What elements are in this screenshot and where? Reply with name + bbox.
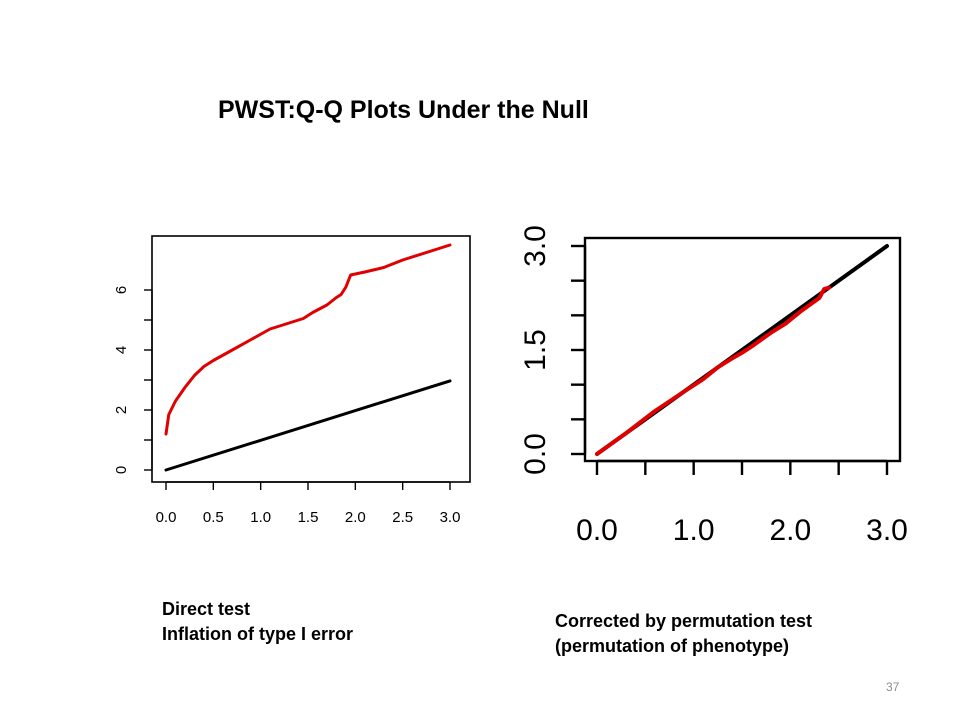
qq-plot-permutation-corrected: 0.0 1.0 2.0 3.0 0.0 1.5 3.0 — [519, 225, 908, 547]
left-expected-line — [164, 379, 452, 472]
slide-number: 37 — [886, 680, 900, 694]
left-x-tick-label: 2.5 — [392, 509, 413, 526]
caption-permutation: Corrected by permutation test (permutati… — [555, 609, 812, 659]
left-observed-line — [164, 243, 452, 436]
left-x-tick-label: 2.0 — [345, 509, 366, 526]
left-plot-frame — [151, 235, 471, 483]
left-x-tick-label: 0.5 — [203, 509, 224, 526]
left-y-tick-label: 2 — [113, 406, 130, 414]
slide-title: PWST:Q-Q Plots Under the Null — [218, 96, 589, 124]
left-y-tick-label: 4 — [113, 346, 130, 354]
qq-plot-direct-test: 0.0 0.5 1.0 1.5 2.0 2.5 3.0 0 2 4 6 — [113, 235, 471, 526]
right-x-tick-label: 0.0 — [576, 514, 618, 547]
right-x-tick-label: 1.0 — [673, 514, 715, 547]
left-x-tick-label: 1.5 — [298, 509, 319, 526]
left-y-tick-label: 6 — [113, 286, 130, 294]
caption-right-line2: (permutation of phenotype) — [555, 636, 789, 656]
right-x-tick-label: 2.0 — [769, 514, 811, 547]
caption-left-line1: Direct test — [162, 599, 251, 619]
right-y-tick-label: 0.0 — [519, 433, 552, 475]
left-x-tick-label: 0.0 — [156, 509, 177, 526]
left-x-tick-label: 1.0 — [250, 509, 271, 526]
right-x-tick-label: 3.0 — [866, 514, 908, 547]
left-x-tick-label: 3.0 — [440, 509, 461, 526]
right-y-tick-label: 3.0 — [519, 225, 552, 267]
right-observed-line — [595, 285, 831, 456]
left-y-tick-label: 0 — [113, 466, 130, 474]
caption-left-line2: Inflation of type I error — [162, 624, 354, 644]
caption-right-line1: Corrected by permutation test — [555, 611, 813, 631]
right-y-tick-label: 1.5 — [519, 329, 552, 371]
caption-direct-test: Direct test Inflation of type I error — [162, 597, 353, 647]
